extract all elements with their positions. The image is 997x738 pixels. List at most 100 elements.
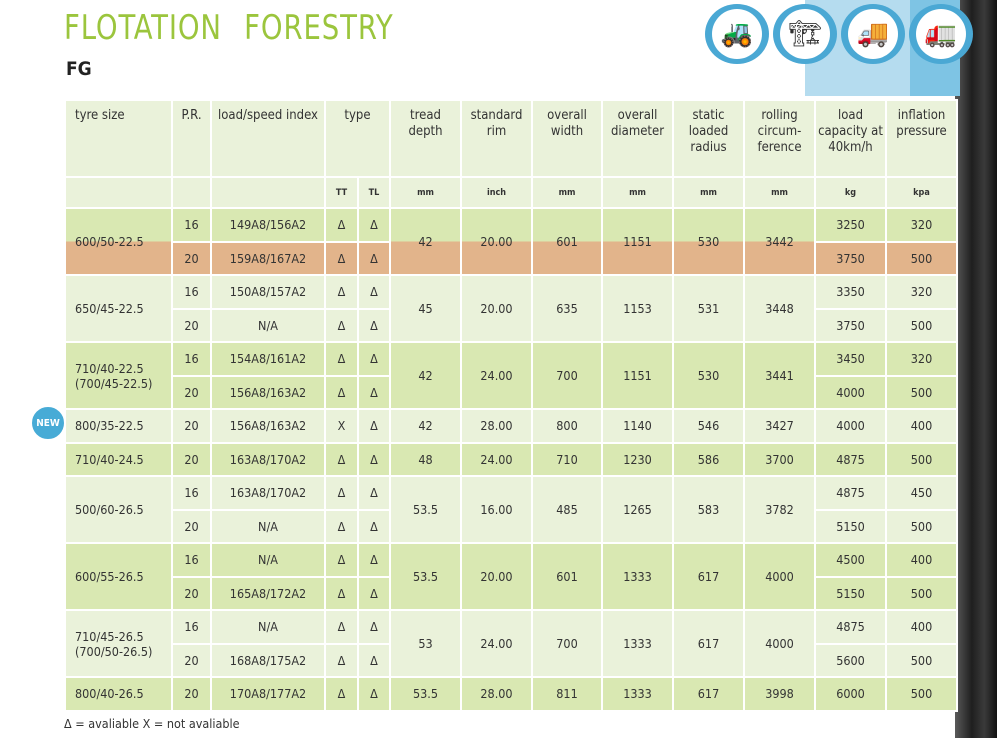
tyre-size-cell: 710/40-24.5 (64, 441, 173, 477)
diameter-cell: 1140 (601, 408, 674, 444)
type-tl-cell: Δ (357, 408, 391, 444)
diameter-cell: 1333 (601, 676, 674, 712)
type-tl-cell: Δ (357, 274, 391, 310)
type-tt-cell: Δ (324, 475, 359, 511)
unit-cell: mm (601, 176, 674, 209)
radius-cell: 530 (672, 207, 745, 276)
page-title: FLOTATION FORESTRY (64, 8, 394, 48)
type-tl-cell: Δ (357, 207, 391, 243)
rim-cell: 20.00 (460, 207, 533, 276)
ply-rating-cell: 20 (171, 441, 212, 477)
ply-rating-cell: 20 (171, 307, 212, 343)
table-row: 600/50-22.5 16 149A8/156A2 Δ Δ 42 20.00 601 1151… (64, 207, 958, 276)
inflation-pressure-cell: 320 (885, 341, 958, 377)
ply-rating-cell: 16 (171, 274, 212, 310)
rolling-cell: 3442 (743, 207, 816, 276)
type-tl-cell: Δ (357, 508, 391, 544)
type-tt-cell: Δ (324, 609, 359, 645)
rim-cell: 16.00 (460, 475, 533, 544)
ply-rating-cell: 20 (171, 408, 212, 444)
diameter-cell: 1151 (601, 341, 674, 410)
tyre-size-cell: 710/40-22.5 (700/45-22.5) (64, 341, 173, 410)
header-type: type (324, 99, 391, 178)
radius-cell: 617 (672, 609, 745, 678)
table-row: 710/40-24.5 20 163A8/170A2 Δ Δ 48 24.00 710 1230… (64, 441, 958, 477)
rolling-cell: 4000 (743, 609, 816, 678)
type-tl-cell: Δ (357, 475, 391, 511)
load-capacity-cell: 3750 (814, 307, 887, 343)
tread-cell: 53.5 (389, 475, 462, 544)
table-row: 20 165A8/172A2 Δ Δ 5150 500 (65, 575, 958, 611)
type-tt-cell: Δ (324, 508, 359, 544)
type-tt-cell: Δ (324, 307, 359, 343)
rim-cell: 24.00 (460, 341, 533, 410)
rim-cell: 28.00 (460, 676, 533, 712)
diameter-cell: 1153 (601, 274, 674, 343)
unit-cell: kpa (885, 176, 958, 209)
type-tl-cell: Δ (357, 240, 391, 276)
unit-cell: TT (324, 176, 359, 209)
ply-rating-cell: 20 (171, 508, 212, 544)
new-badge: NEW (30, 405, 66, 441)
header-tread-depth: tread depth (389, 99, 462, 178)
table-row: 710/40-22.5 (700/45-22.5) 16 154A8/161A2 Δ Δ… (64, 341, 958, 410)
inflation-pressure-cell: 500 (885, 441, 958, 477)
type-tt-cell: Δ (324, 207, 359, 243)
header-rolling-circumference: rolling circum-ference (743, 99, 816, 178)
load-speed-index-cell: 156A8/163A2 (210, 374, 326, 410)
unit-cell: mm (672, 176, 745, 209)
width-cell: 811 (531, 676, 603, 712)
table-row: 710/45-26.5 (700/50-26.5) 16 N/A Δ Δ 53 24.00 7… (64, 609, 958, 678)
header-overall-diameter: overall diameter (601, 99, 674, 178)
header-static-loaded-radius: static loaded radius (672, 99, 745, 178)
ply-rating-cell: 16 (171, 475, 212, 511)
inflation-pressure-cell: 400 (885, 542, 958, 578)
inflation-pressure-cell: 500 (885, 676, 958, 712)
unit-cell (171, 176, 212, 209)
inflation-pressure-cell: 500 (885, 575, 958, 611)
unit-cell: mm (743, 176, 816, 209)
type-tl-cell: Δ (357, 676, 391, 712)
ply-rating-cell: 20 (171, 374, 212, 410)
ply-rating-cell: 16 (171, 341, 212, 377)
rolling-cell: 3427 (743, 408, 816, 444)
width-cell: 601 (531, 207, 603, 276)
load-speed-index-cell: 154A8/161A2 (210, 341, 326, 377)
width-cell: 485 (531, 475, 603, 544)
width-cell: 700 (531, 609, 603, 678)
load-capacity-cell: 4500 (814, 542, 887, 578)
load-capacity-cell: 4875 (814, 609, 887, 645)
tyre-size-cell: 650/45-22.5 (64, 274, 173, 343)
table-row: 20 N/A Δ Δ 5150 500 (65, 508, 958, 544)
table-row: 20 156A8/163A2 Δ Δ 4000 500 (65, 374, 958, 410)
table-row: 800/40-26.5 20 170A8/177A2 Δ Δ 53.5 28.00 811 13… (64, 676, 958, 712)
inflation-pressure-cell: 400 (885, 609, 958, 645)
ply-rating-cell: 20 (171, 575, 212, 611)
radius-cell: 617 (672, 542, 745, 611)
load-speed-index-cell: 150A8/157A2 (210, 274, 326, 310)
type-tt-cell: Δ (324, 575, 359, 611)
header-overall-width: overall width (531, 99, 603, 178)
header-inflation-pressure: inflation pressure (885, 99, 958, 178)
diameter-cell: 1151 (601, 207, 674, 276)
table-row: 20 159A8/167A2 Δ Δ 3750 500 (65, 240, 958, 276)
inflation-pressure-cell: 450 (885, 475, 958, 511)
tread-cell: 48 (389, 441, 462, 477)
unit-cell (64, 176, 173, 209)
width-cell: 700 (531, 341, 603, 410)
table-row: 800/35-22.5 20 156A8/163A2 X Δ 42 28.00 800 1140… (64, 408, 958, 444)
unit-cell: mm (389, 176, 462, 209)
ply-rating-cell: 20 (171, 240, 212, 276)
radius-cell: 531 (672, 274, 745, 343)
load-capacity-cell: 5600 (814, 642, 887, 678)
rim-cell: 20.00 (460, 274, 533, 343)
header-row: tyre size P.R. load/speed index type tread d… (64, 99, 958, 178)
load-capacity-cell: 6000 (814, 676, 887, 712)
rolling-cell: 3998 (743, 676, 816, 712)
table-row: 20 N/A Δ Δ 3750 500 (65, 307, 958, 343)
type-tt-cell: X (324, 408, 359, 444)
rim-cell: 28.00 (460, 408, 533, 444)
application-icons: 🚜 🏗 🚚 🚛 (705, 4, 973, 64)
tyre-size-cell: 710/45-26.5 (700/50-26.5) (64, 609, 173, 678)
inflation-pressure-cell: 500 (885, 374, 958, 410)
